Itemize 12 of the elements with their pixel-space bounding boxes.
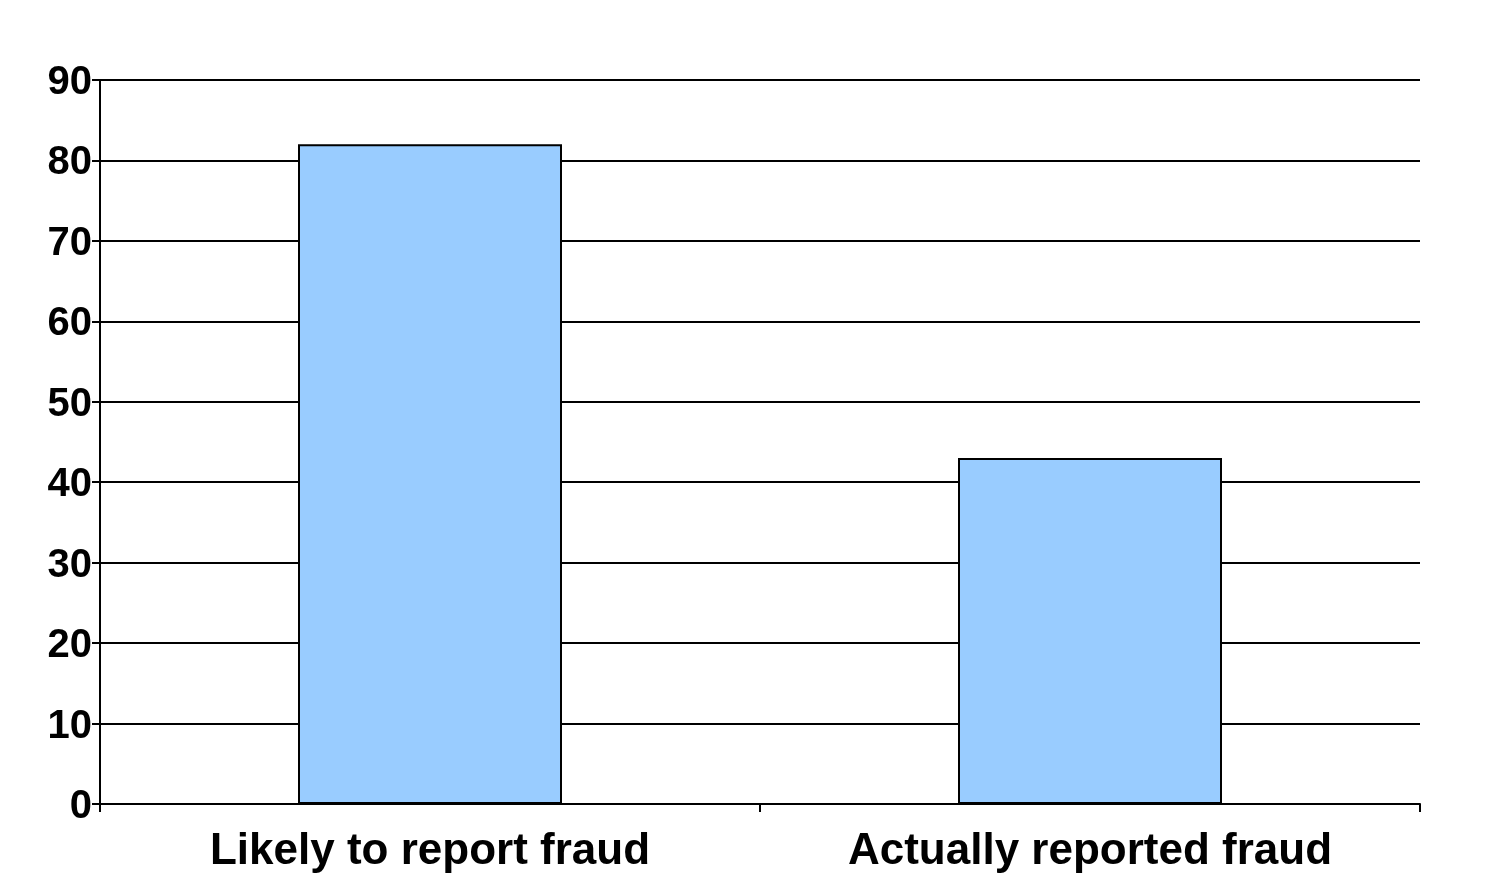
y-tick-label: 70 (47, 218, 92, 263)
x-tick-label: Actually reported fraud (847, 823, 1333, 873)
y-tick-label: 40 (47, 460, 92, 505)
y-tick-label: 10 (47, 701, 92, 746)
y-tick-label: 20 (47, 621, 92, 666)
y-tick-label: 60 (47, 299, 92, 344)
x-tick-label: Likely to report fraud (209, 823, 651, 873)
y-tick-label: 90 (47, 58, 92, 102)
y-tick-label: 80 (47, 138, 92, 183)
y-tick-label: 30 (47, 540, 92, 585)
y-tick-label: 50 (47, 379, 92, 424)
y-tick-label: 0 (69, 782, 92, 826)
